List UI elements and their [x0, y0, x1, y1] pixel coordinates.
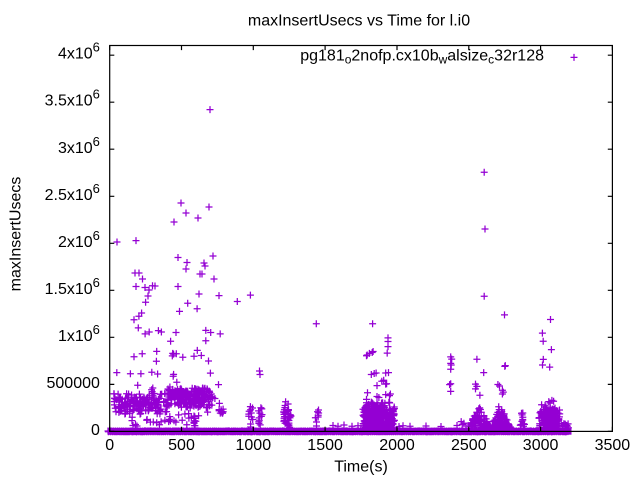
svg-text:500000: 500000 [47, 375, 100, 392]
svg-text:1000: 1000 [236, 437, 272, 454]
svg-text:2.5x106: 2.5x106 [45, 181, 100, 204]
svg-text:3.5x106: 3.5x106 [45, 87, 100, 110]
svg-text:2500: 2500 [451, 437, 487, 454]
svg-text:maxInsertUsecs: maxInsertUsecs [7, 177, 24, 292]
svg-text:Time(s): Time(s) [334, 459, 388, 476]
svg-text:maxInsertUsecs vs Time for l.i: maxInsertUsecs vs Time for l.i0 [248, 13, 470, 30]
svg-text:2000: 2000 [379, 437, 415, 454]
svg-text:2x106: 2x106 [58, 228, 100, 251]
svg-text:1500: 1500 [307, 437, 343, 454]
svg-text:3x106: 3x106 [58, 134, 100, 157]
svg-text:1.5x106: 1.5x106 [45, 275, 100, 298]
svg-text:3500: 3500 [595, 437, 631, 454]
svg-text:500: 500 [168, 437, 195, 454]
svg-text:3000: 3000 [523, 437, 559, 454]
svg-text:1x106: 1x106 [58, 322, 100, 345]
svg-text:4x106: 4x106 [58, 40, 100, 63]
svg-text:0: 0 [105, 437, 114, 454]
svg-text:0: 0 [91, 422, 100, 439]
svg-text:pg181o2nofp.cx10bwalsizec32r12: pg181o2nofp.cx10bwalsizec32r128 [300, 47, 544, 66]
